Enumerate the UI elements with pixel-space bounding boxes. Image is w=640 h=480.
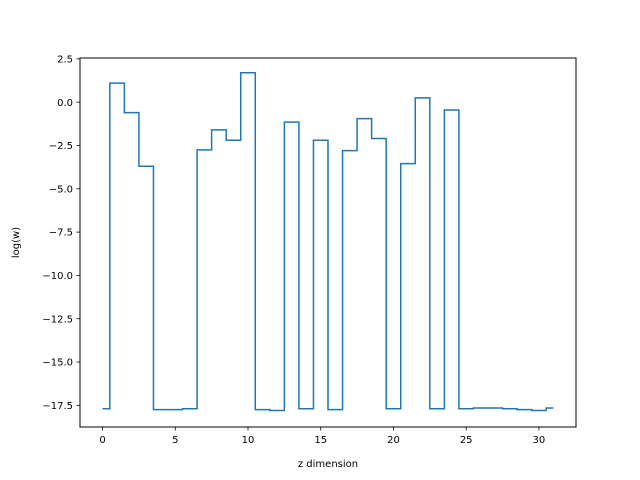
x-axis-label: z dimension xyxy=(298,459,358,470)
y-tick-label: −10.0 xyxy=(42,271,73,282)
x-tick-label: 15 xyxy=(314,435,327,446)
y-tick-label: 0.0 xyxy=(57,98,73,109)
x-tick-label: 20 xyxy=(387,435,400,446)
y-tick-label: −2.5 xyxy=(49,141,73,152)
y-axis: 2.5 0.0 −2.5 −5.0 −7.5 −10.0 −12.5 −15.0 −17.5 xyxy=(42,54,80,412)
series-layer xyxy=(102,71,554,412)
x-tick-label: 30 xyxy=(533,435,546,446)
plot-frame xyxy=(79,57,577,428)
y-tick-label: −7.5 xyxy=(49,228,73,239)
y-tick-label: 2.5 xyxy=(57,54,73,65)
x-tick-label: 0 xyxy=(99,435,105,446)
y-axis-label: log(w) xyxy=(11,227,22,258)
y-tick-label: −17.5 xyxy=(42,401,73,412)
x-tick-label: 25 xyxy=(460,435,473,446)
x-tick-label: 5 xyxy=(172,435,178,446)
x-tick-label: 10 xyxy=(242,435,255,446)
y-tick-label: −5.0 xyxy=(49,184,73,195)
series-line xyxy=(102,71,554,412)
y-tick-label: −12.5 xyxy=(42,314,73,325)
x-axis: 0 5 10 15 20 25 30 xyxy=(99,427,545,446)
y-tick-label: −15.0 xyxy=(42,358,73,369)
